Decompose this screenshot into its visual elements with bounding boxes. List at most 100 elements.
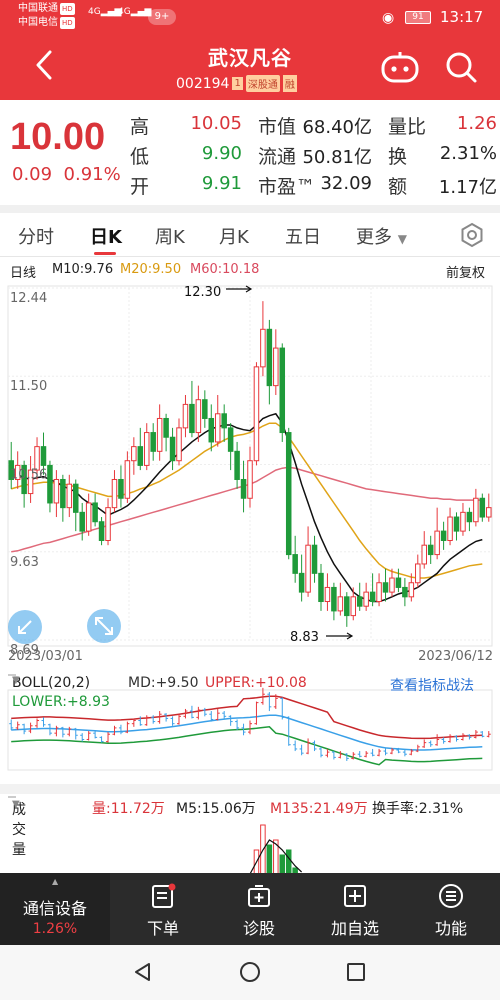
boll-selector[interactable]: BOLL(20,2) ▼	[8, 674, 90, 691]
eye-icon: ◉	[382, 10, 395, 26]
turnover-value: 2.31%	[439, 143, 497, 164]
sector-indicator[interactable]: ▲ 通信设备 1.26%	[0, 873, 110, 945]
candle-body	[8, 460, 14, 480]
kline-chart[interactable]: 12.44 11.50 10.56 9.63 8.69 12.30 8.83 2023/…	[0, 280, 500, 873]
amount-label: 额	[388, 176, 408, 198]
candle-body	[285, 432, 292, 556]
candle-body	[66, 483, 73, 509]
volume-m5-line	[249, 839, 303, 873]
tab-monthly-k[interactable]: 月K	[219, 227, 249, 248]
boll-panel	[7, 687, 493, 771]
turnover-label: 换	[388, 146, 408, 168]
candle-body	[79, 511, 85, 532]
candle-body	[408, 582, 415, 598]
clock: 13:17	[440, 8, 484, 26]
candle-body	[324, 586, 331, 603]
candle-body	[402, 586, 408, 598]
y-tick-label: 8.69	[10, 643, 39, 658]
robot-assistant-icon[interactable]	[380, 50, 420, 84]
tab-daily-k[interactable]: 日K	[90, 227, 122, 248]
active-tab-indicator	[94, 252, 116, 255]
candle-body	[176, 427, 182, 462]
candle-body	[440, 530, 447, 542]
volume-bar	[292, 867, 298, 873]
candle-body	[363, 591, 369, 607]
functions-button[interactable]: 功能	[406, 873, 496, 945]
candle-body	[118, 478, 124, 499]
candle-body	[460, 511, 466, 532]
low-annotation: 8.83	[290, 630, 319, 645]
boll-md: MD:+9.50	[128, 675, 199, 691]
order-label: 下单	[146, 919, 179, 938]
caret-down-icon: ▼	[397, 232, 407, 246]
nav-home-icon[interactable]	[239, 961, 261, 983]
candle-body	[124, 460, 131, 499]
settings-gear-icon[interactable]	[459, 222, 485, 248]
price-annotations: 12.30 8.83	[184, 285, 354, 645]
margin-trading-tag: 融	[282, 75, 297, 92]
candle-body	[253, 366, 260, 462]
candle-body	[486, 507, 492, 518]
status-bar: 中国联通 HD 中国电信 HD 4G▂▄▆ 4G▂▄▆ 9+ ◉ 91 13:17	[0, 0, 500, 34]
candle-body	[156, 417, 163, 452]
signal-label: 4G	[88, 7, 101, 17]
high-value: 10.05	[190, 113, 242, 134]
bottom-toolbar: ▲ 通信设备 1.26% 下单 诊股 加自选 功能	[0, 873, 500, 945]
pe-value: 32.09	[320, 173, 372, 194]
stock-name: 武汉凡谷	[208, 46, 292, 70]
market-cap-value: 68.40亿	[302, 117, 372, 138]
candle-body	[331, 586, 337, 612]
back-arrow-icon[interactable]	[30, 50, 60, 80]
market-connect-tag: 深股通	[245, 75, 280, 92]
candle-body	[344, 596, 350, 617]
functions-label: 功能	[434, 919, 467, 938]
tab-more[interactable]: 更多 ▼	[356, 223, 407, 249]
add-watchlist-button[interactable]: 加自选	[310, 873, 400, 945]
menu-circle-icon	[439, 884, 463, 908]
candle-body	[318, 572, 324, 603]
candle-body	[421, 544, 427, 565]
candle-body	[266, 328, 273, 387]
candle-body	[131, 446, 137, 462]
candle-body	[447, 516, 453, 542]
volume-bar	[285, 849, 292, 873]
candle-body	[247, 460, 253, 499]
candle-body	[453, 516, 460, 532]
candles	[8, 301, 492, 627]
search-icon[interactable]	[444, 50, 478, 84]
indicator-tutorial-link[interactable]: 查看指标战法	[390, 678, 474, 694]
signal-icon: 4G▂▄▆	[118, 7, 152, 17]
candle-body	[311, 544, 318, 574]
candle-body	[60, 478, 66, 509]
quote-panel: 10.00 0.09 0.91% 高 10.05 低 9.90 开 9.91 市…	[0, 100, 500, 210]
caret-down-icon: ▼	[12, 675, 20, 686]
nav-recents-icon[interactable]	[345, 961, 367, 983]
candle-body	[85, 502, 92, 532]
fullscreen-button	[87, 609, 121, 643]
candle-body	[169, 436, 176, 462]
tab-five-day[interactable]: 五日	[285, 227, 321, 248]
stock-title: 武汉凡谷	[150, 42, 350, 71]
sector-change: 1.26%	[32, 921, 78, 937]
nav-back-icon[interactable]	[132, 961, 154, 983]
candle-body	[298, 572, 305, 593]
tab-weekly-k[interactable]: 周K	[155, 227, 185, 248]
boll-upper-line	[11, 695, 483, 740]
y-tick-label: 12.44	[10, 291, 47, 306]
candle-body	[202, 399, 208, 419]
candle-body	[292, 554, 298, 574]
tab-intraday[interactable]: 分时	[18, 227, 54, 248]
candle-body	[279, 347, 286, 434]
hd-badge: HD	[60, 3, 75, 15]
add-watchlist-label: 加自选	[330, 919, 379, 938]
volume-selector[interactable]: 成交量 ▼	[8, 796, 26, 858]
candle-body	[47, 464, 53, 504]
adjust-mode[interactable]: 前复权	[446, 266, 486, 281]
order-button[interactable]: 下单	[118, 873, 208, 945]
candle-body	[227, 427, 234, 452]
diagnose-button[interactable]: 诊股	[214, 873, 304, 945]
candle-body	[53, 478, 60, 504]
change-value: 0.09	[12, 164, 53, 185]
add-square-icon	[344, 885, 366, 907]
boll-name: BOLL(20,2)	[12, 675, 91, 691]
